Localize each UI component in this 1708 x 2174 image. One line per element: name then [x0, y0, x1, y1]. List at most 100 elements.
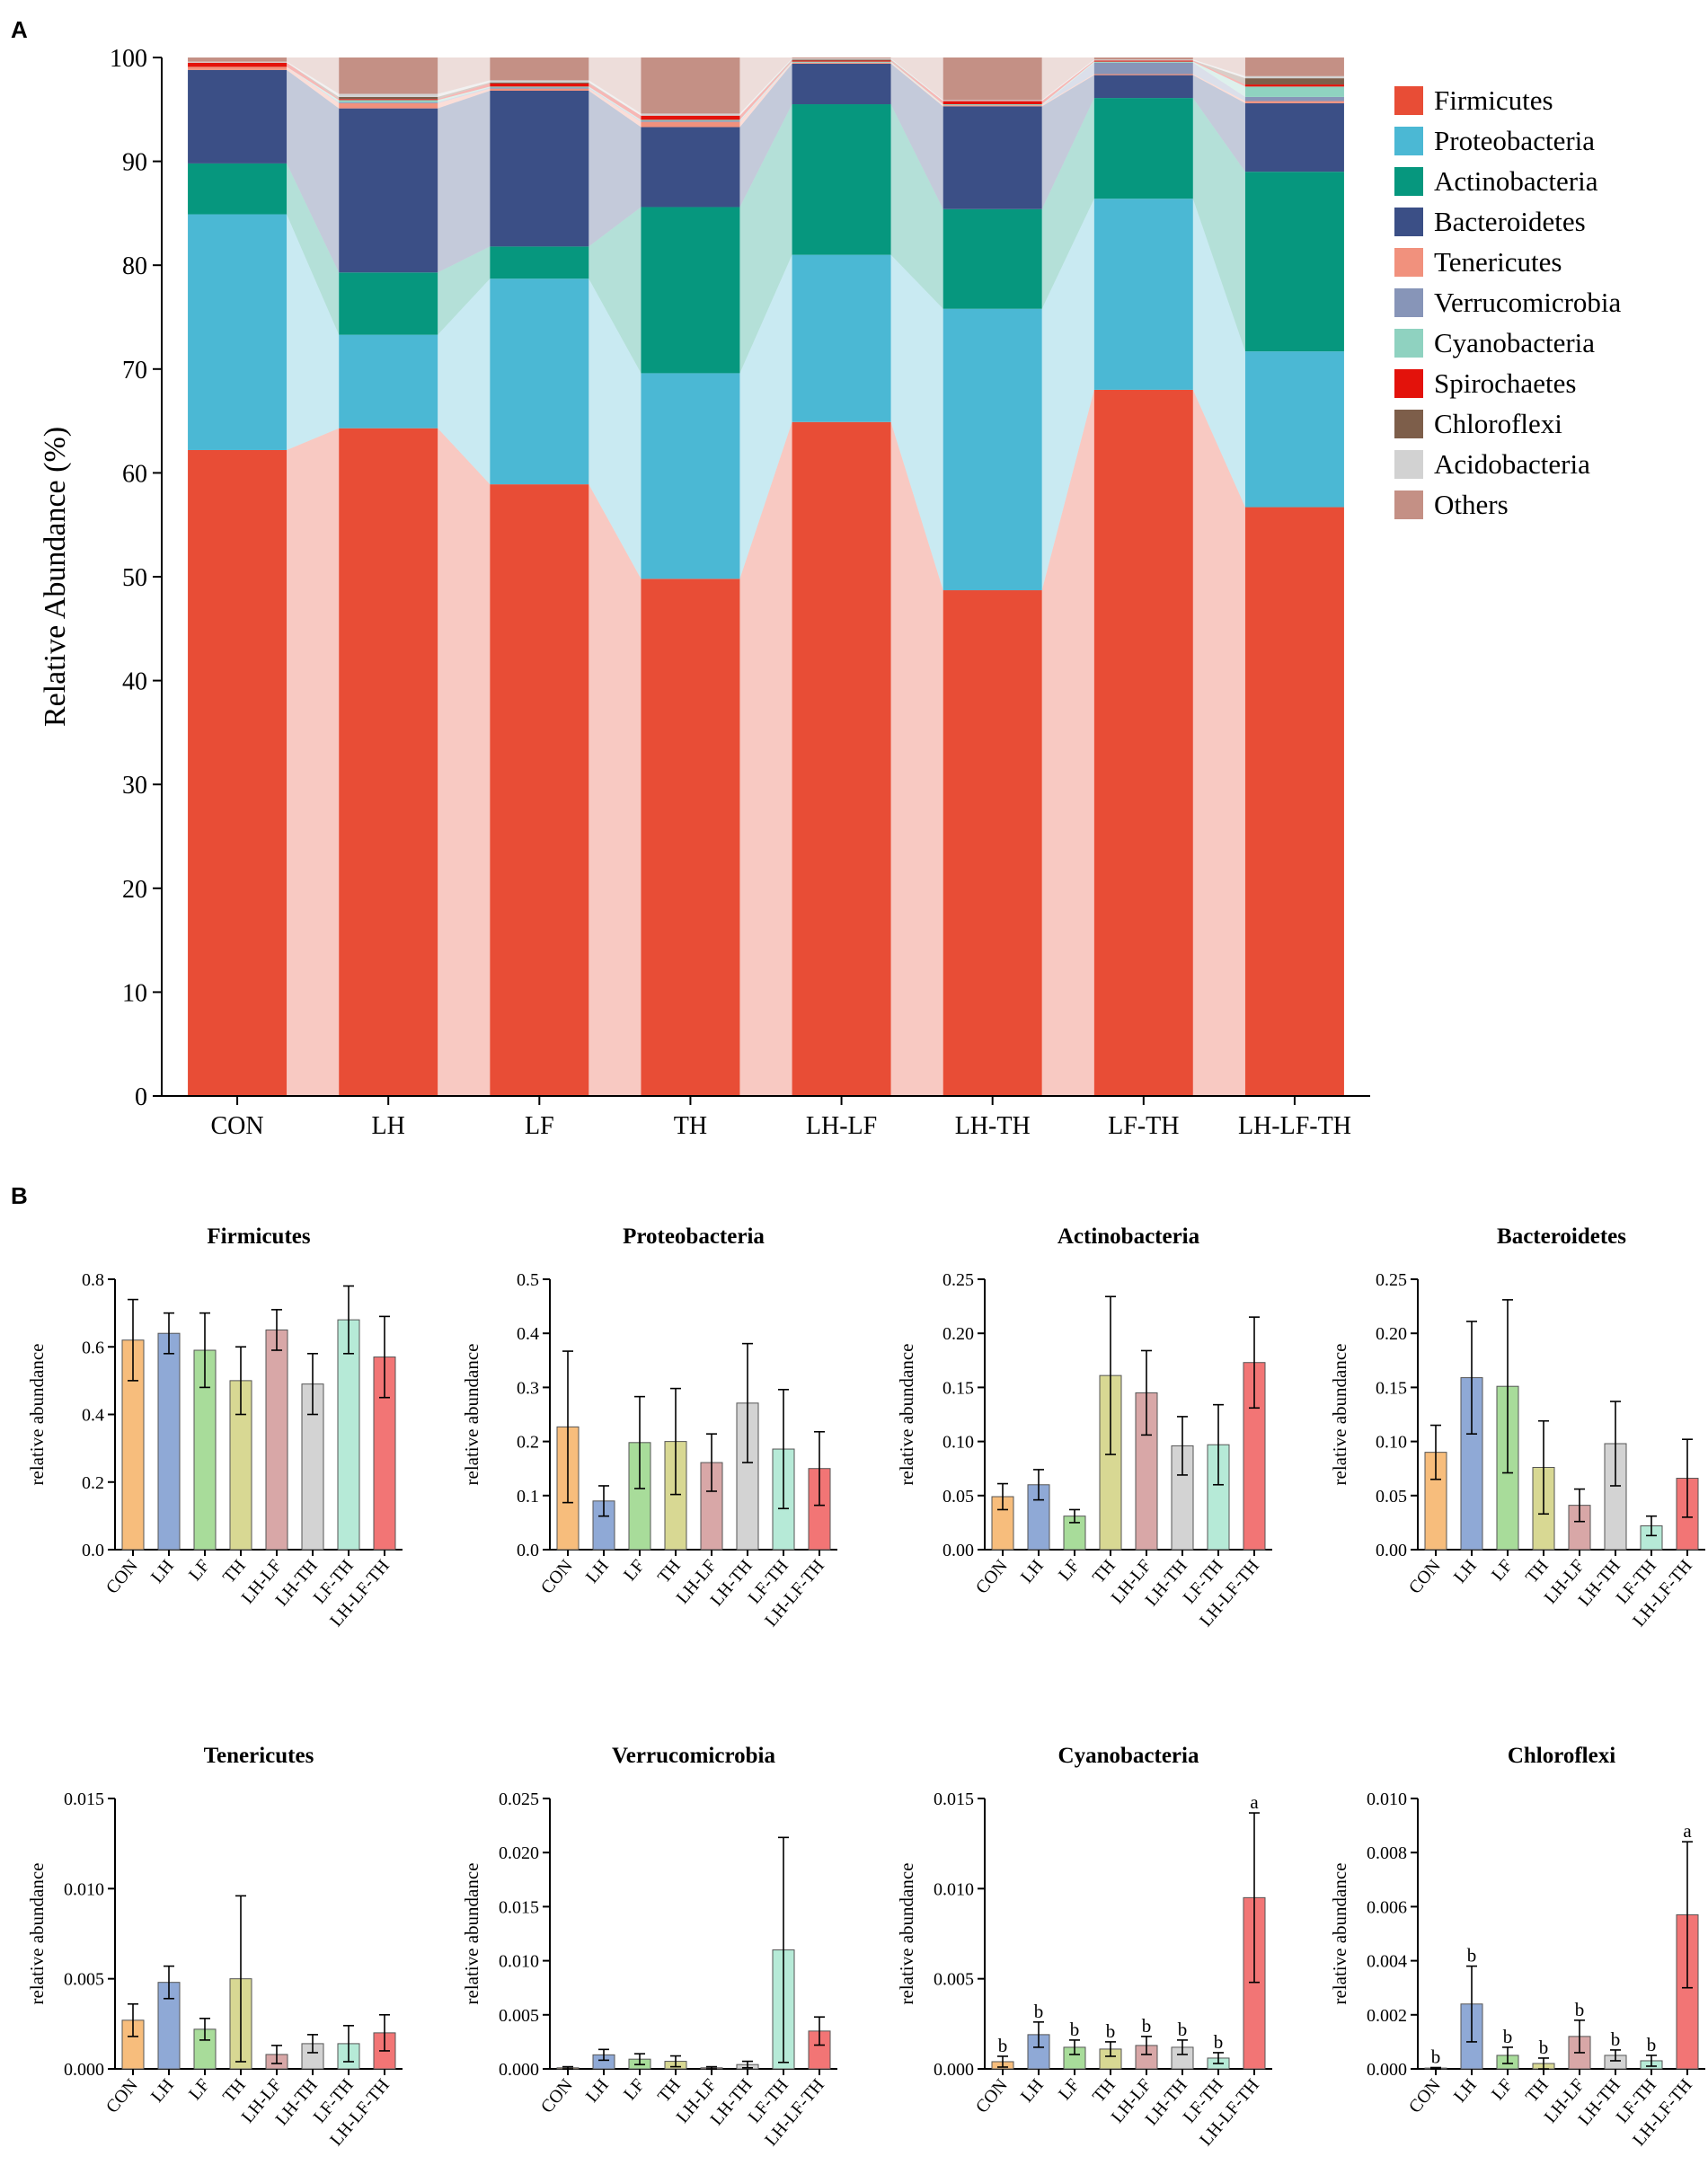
bar-segment-acidobacteria	[1244, 75, 1344, 79]
x-tick-label: TH	[1089, 1556, 1119, 1587]
y-tick-label: 0.20	[942, 1324, 974, 1344]
bar-segment-proteobacteria	[339, 334, 438, 429]
x-tick-label: LF	[620, 2075, 649, 2104]
legend: Firmicutes Proteobacteria Actinobacteria Ba…	[1394, 84, 1622, 520]
y-tick-label: 0.10	[942, 1433, 974, 1453]
flow-band-spirochaetes	[1192, 60, 1245, 87]
bar-segment-others	[188, 57, 288, 62]
flow-band-verrucomicrobia	[287, 66, 340, 103]
stacked-bar-chart: 0 10 20 30 40 50 60 70 80 90 100 CON LH LF TH LH-LF LH-T…	[39, 45, 1622, 1140]
bar-segment-actinobacteria	[490, 246, 589, 279]
x-tick-label: CON	[537, 2075, 577, 2117]
bar-segment-spirochaetes	[490, 83, 589, 87]
chart-title: Actinobacteria	[1058, 1224, 1200, 1249]
flow-band-tenericutes	[1192, 74, 1245, 103]
flow-band-bacteroidetes	[739, 63, 792, 208]
legend-label: Actinobacteria	[1434, 165, 1598, 197]
bar-segment-bacteroidetes	[942, 106, 1042, 209]
bar	[592, 1500, 615, 1551]
significance-letter: b	[1539, 2037, 1549, 2058]
x-tick-label: LH	[1450, 1556, 1481, 1587]
bar-segment-bacteroidetes	[339, 108, 438, 273]
chart-title: Bacteroidetes	[1497, 1224, 1626, 1249]
bar-segment-others	[1093, 57, 1193, 60]
legend-swatch	[1394, 208, 1423, 236]
bar-segment-tenericutes	[1244, 101, 1344, 103]
bar-segment-acidobacteria	[339, 93, 438, 97]
bar-segment-proteobacteria	[188, 214, 288, 450]
x-tick-label: LF	[620, 1556, 649, 1585]
flow-band-proteobacteria	[438, 278, 491, 485]
bar-chart-bacteroidetes: Bacteroidetes relative abundance 0.00 0.05 0…	[1329, 1224, 1705, 1630]
legend-label: Tenericutes	[1434, 246, 1562, 278]
x-tick-label: LF-TH	[1108, 1112, 1179, 1140]
bar-segment-bacteroidetes	[641, 127, 740, 208]
flow-band-cyanobacteria	[890, 61, 943, 106]
y-tick-label: 100	[110, 45, 147, 73]
flow-band-chloroflexi	[438, 82, 491, 100]
bar-segment-proteobacteria	[942, 308, 1042, 591]
legend-swatch	[1394, 369, 1423, 398]
y-tick-label: 0.005	[499, 2006, 539, 2026]
y-tick-label: 0.5	[517, 1270, 539, 1290]
y-tick-label: 0.010	[1367, 1790, 1407, 1809]
bar-segment-proteobacteria	[641, 373, 740, 579]
chart-title: Tenericutes	[204, 1744, 314, 1768]
bar-segment-actinobacteria	[1093, 98, 1193, 199]
legend-label: Spirochaetes	[1434, 367, 1576, 399]
bar-chart-firmicutes: Firmicutes relative abundance 0.0 0.2 0.4 0.6…	[26, 1224, 403, 1630]
flow-band-actinobacteria	[739, 104, 792, 374]
flow-band-chloroflexi	[287, 62, 340, 100]
x-tick-label: LF	[185, 2075, 214, 2104]
y-tick-label: 0.005	[934, 1970, 974, 1990]
bar-segment-firmicutes	[1093, 389, 1193, 1096]
y-tick-label: 0.020	[499, 1843, 539, 1863]
x-tick-label: CON	[972, 2075, 1012, 2117]
y-tick-label: 0.000	[64, 2060, 104, 2080]
flow-band-tenericutes	[589, 88, 642, 128]
bar-segment-spirochaetes	[1093, 60, 1193, 62]
bar-segment-verrucomicrobia	[1093, 62, 1193, 75]
significance-letter: b	[998, 2035, 1008, 2056]
flow-band-proteobacteria	[287, 214, 340, 450]
flow-band-tenericutes	[1041, 74, 1094, 107]
x-tick-label: TH	[1522, 2075, 1553, 2107]
x-tick-label: CON	[211, 1112, 264, 1140]
x-tick-label: TH	[1089, 2075, 1119, 2107]
x-tick-label: LH-LF	[806, 1112, 877, 1140]
bar-segment-bacteroidetes	[1093, 75, 1193, 99]
significance-letter: b	[1575, 1999, 1585, 2020]
y-tick-label: 0.015	[499, 1897, 539, 1917]
y-tick-label: 20	[122, 876, 147, 904]
flow-band-others	[287, 57, 340, 94]
flow-band-verrucomicrobia	[739, 62, 792, 122]
x-tick-label: LH	[1017, 1556, 1048, 1587]
bar-segment-tenericutes	[1093, 74, 1193, 75]
flow-band-acidobacteria	[287, 61, 340, 97]
bar-chart-tenericutes: Tenericutes relative abundance 0.000 0.005 0…	[26, 1744, 403, 2150]
legend-swatch	[1394, 288, 1423, 317]
flow-band-verrucomicrobia	[589, 87, 642, 122]
y-tick-label: 0.05	[942, 1487, 974, 1507]
flow-band-bacteroidetes	[589, 90, 642, 247]
legend-label: Firmicutes	[1434, 84, 1553, 116]
flow-band-tenericutes	[438, 88, 491, 109]
flow-band-bacteroidetes	[1041, 75, 1094, 209]
x-tick-label: LH-LF-TH	[1238, 1112, 1351, 1140]
y-tick-label: 0.000	[934, 2060, 974, 2080]
y-tick-label: 0.000	[499, 2060, 539, 2080]
bar-chart-chloroflexi: Chloroflexi relative abundance 0.000 0.002 0…	[1329, 1744, 1705, 2150]
bar-segment-cyanobacteria	[942, 104, 1042, 106]
y-tick-label: 0.015	[934, 1790, 974, 1809]
y-tick-label: 30	[122, 772, 147, 800]
bar-segment-proteobacteria	[490, 278, 589, 485]
bar-segment-bacteroidetes	[792, 63, 891, 105]
panel-label-a: A	[11, 16, 28, 43]
flow-band-firmicutes	[589, 484, 642, 1096]
flow-band-others	[1192, 57, 1245, 76]
flow-band-others	[438, 57, 491, 94]
x-tick-label: LH	[1017, 2075, 1048, 2107]
significance-letter: b	[1431, 2046, 1441, 2067]
y-tick-label: 0.8	[82, 1270, 104, 1290]
legend-label: Cyanobacteria	[1434, 327, 1595, 358]
